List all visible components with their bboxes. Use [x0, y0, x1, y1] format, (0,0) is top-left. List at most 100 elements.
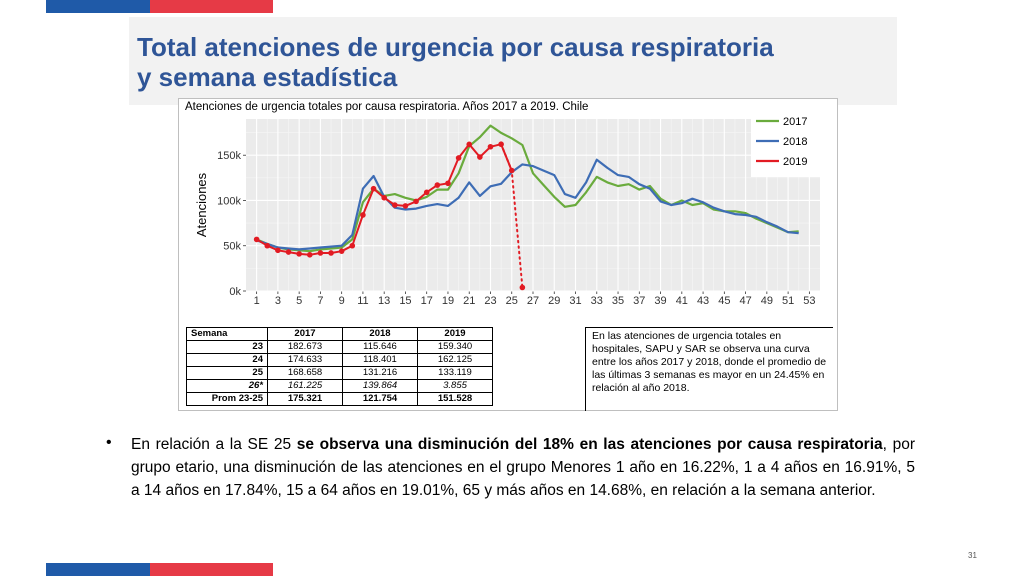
- x-tick-label: 17: [421, 295, 433, 307]
- slide-title: Total atenciones de urgencia por causa r…: [137, 32, 774, 92]
- x-tick-label: 47: [739, 295, 751, 307]
- data-point-2019: [445, 180, 451, 187]
- x-tick-label: 3: [275, 295, 281, 307]
- x-tick-label: 31: [569, 295, 581, 307]
- x-tick-label: 9: [339, 295, 345, 307]
- legend-label: 2018: [783, 136, 807, 148]
- data-point-2019: [264, 242, 271, 249]
- body-text-post: , por grupo etario, una disminución de l…: [131, 436, 915, 499]
- data-point-2019: [317, 250, 324, 256]
- table-cell: 121.754: [342, 392, 418, 406]
- data-point-2019: [338, 248, 345, 254]
- bottom-bar-red: [150, 563, 273, 576]
- data-point-2019: [328, 250, 334, 256]
- table-cell: 131.216: [342, 366, 418, 380]
- data-point-2019-week-26: [519, 284, 526, 291]
- data-point-2019: [296, 251, 302, 257]
- body-text-pre: En relación a la SE 25: [131, 436, 297, 453]
- x-tick-label: 29: [548, 295, 560, 307]
- table-cell: 175.321: [267, 392, 343, 406]
- x-tick-label: 51: [782, 295, 794, 307]
- data-point-2019: [413, 198, 419, 205]
- table-header: Semana: [186, 327, 268, 341]
- data-point-2019: [370, 185, 377, 192]
- data-point-2019: [466, 141, 473, 148]
- table-cell: 162.125: [417, 353, 493, 367]
- x-tick-label: 7: [317, 295, 323, 307]
- x-tick-label: 5: [296, 295, 302, 307]
- x-tick-label: 25: [506, 295, 518, 307]
- x-tick-label: 21: [463, 295, 475, 307]
- series-line-projection: [500, 143, 524, 289]
- y-axis-label: Atenciones: [194, 172, 209, 237]
- x-tick-label: 13: [378, 295, 390, 307]
- table-cell: 151.528: [417, 392, 493, 406]
- line-chart: Atenciones de urgencia totales por causa…: [185, 101, 821, 307]
- slide-title-line1: Total atenciones de urgencia por causa r…: [137, 32, 774, 62]
- x-tick-label: 43: [697, 295, 709, 307]
- table-cell: 168.658: [267, 366, 343, 380]
- data-point-2019: [477, 154, 483, 160]
- y-tick-label: 100k: [217, 195, 241, 207]
- body-text-bold: se observa una disminución del 18% en la…: [296, 436, 883, 453]
- table-cell: 161.225: [267, 379, 343, 393]
- data-point-2019: [455, 155, 462, 161]
- x-tick-label: 11: [357, 295, 368, 307]
- x-tick-label: 27: [527, 295, 539, 307]
- title-box: Total atenciones de urgencia por causa r…: [129, 17, 897, 105]
- x-tick-label: 53: [803, 295, 815, 307]
- table-cell: 23: [186, 340, 268, 354]
- body-paragraph: En relación a la SE 25 se observa una di…: [131, 433, 915, 502]
- table-cell: 25: [186, 366, 268, 380]
- legend-label: 2017: [783, 116, 807, 128]
- top-bar-blue: [46, 0, 150, 13]
- y-tick-label: 0k: [229, 286, 241, 298]
- table-cell: 24: [186, 353, 268, 367]
- table-cell: 115.646: [342, 340, 418, 354]
- data-point-2019: [392, 202, 398, 208]
- table-cell: 118.401: [342, 353, 418, 367]
- table-row: 24 174.633 118.401 162.125: [186, 353, 493, 367]
- y-tick-label: 150k: [217, 150, 241, 162]
- data-point-2019: [423, 189, 430, 196]
- x-tick-label: 15: [399, 295, 411, 307]
- table-cell: 3.855: [417, 379, 493, 393]
- data-point-2019: [360, 212, 366, 218]
- data-point-2019: [487, 143, 494, 150]
- series-line-2017: [256, 124, 799, 253]
- data-point-2019: [349, 242, 356, 249]
- data-point-2019: [381, 194, 387, 201]
- table-header: 2017: [267, 327, 343, 341]
- table-cell: Prom 23-25: [186, 392, 268, 406]
- table-row: 26* 161.225 139.864 3.855: [186, 379, 493, 393]
- data-point-2019: [434, 182, 441, 188]
- data-point-2019: [285, 249, 292, 255]
- table-row: Prom 23-25 175.321 121.754 151.528: [186, 392, 493, 406]
- slide-title-line2: y semana estadística: [137, 62, 398, 92]
- data-point-2019: [306, 251, 313, 258]
- table-header-row: Semana 2017 2018 2019: [186, 327, 493, 341]
- x-tick-label: 41: [676, 295, 688, 307]
- x-tick-label: 23: [484, 295, 496, 307]
- table-cell: 159.340: [417, 340, 493, 354]
- top-bar-red: [150, 0, 273, 13]
- table-cell: 174.633: [267, 353, 343, 367]
- page-number: 31: [968, 551, 977, 560]
- data-point-2019: [275, 247, 281, 254]
- x-tick-label: 39: [654, 295, 666, 307]
- x-tick-label: 33: [591, 295, 603, 307]
- stats-table: Semana 2017 2018 2019 23 182.673 115.646…: [186, 327, 493, 406]
- x-tick-label: 1: [254, 295, 260, 307]
- x-tick-label: 19: [442, 295, 454, 307]
- series-line-2018: [256, 158, 799, 251]
- chart-title: Atenciones de urgencia totales por causa…: [185, 101, 588, 113]
- x-tick-label: 45: [718, 295, 730, 307]
- y-tick-label: 50k: [223, 241, 241, 253]
- table-cell: 133.119: [417, 366, 493, 380]
- table-row: 23 182.673 115.646 159.340: [186, 340, 493, 354]
- bullet-marker: •: [106, 434, 112, 451]
- legend-label: 2019: [783, 156, 807, 168]
- table-cell: 26*: [186, 379, 268, 393]
- x-tick-label: 37: [633, 295, 645, 307]
- table-cell: 139.864: [342, 379, 418, 393]
